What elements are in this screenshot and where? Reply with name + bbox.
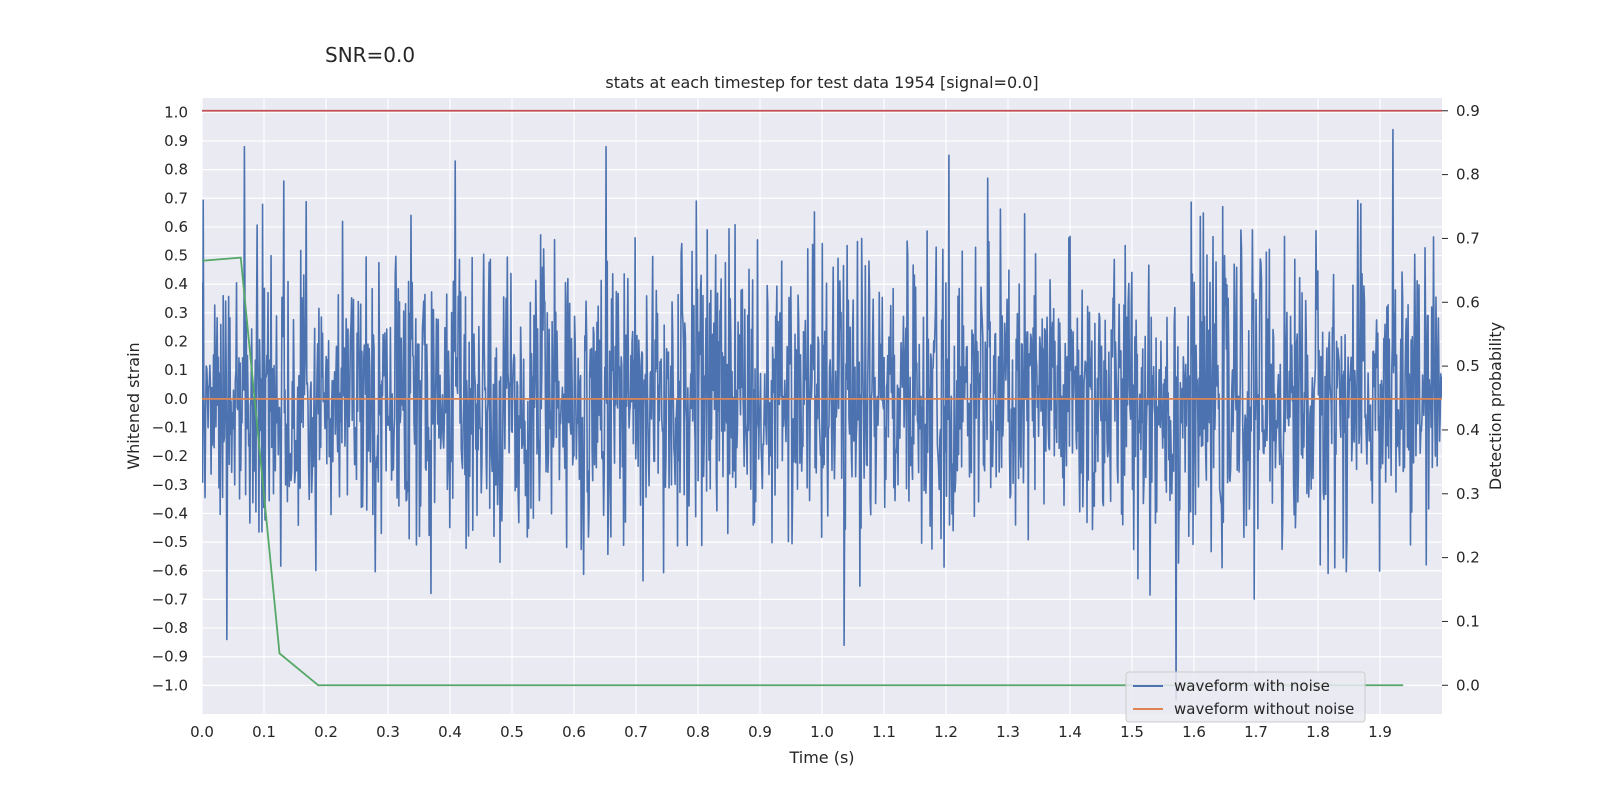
y-tick-label: −0.2 <box>152 447 188 465</box>
y2-tick-label: 0.0 <box>1456 676 1480 694</box>
x-tick-label: 1.7 <box>1244 723 1268 741</box>
x-tick-label: 1.8 <box>1306 723 1330 741</box>
y2-tick-label: 0.7 <box>1456 229 1480 247</box>
x-tick-label: 1.5 <box>1120 723 1144 741</box>
x-tick-label: 0.7 <box>624 723 648 741</box>
y-axis: 1.0 0.9 0.8 0.7 0.6 0.5 0.4 0.3 0.2 0.1 0.0 −0.1 −0.… <box>152 103 188 694</box>
y-tick-label: 0.6 <box>164 218 188 236</box>
legend-box <box>1125 671 1366 723</box>
y-tick-label: −0.5 <box>152 533 188 551</box>
x-tick-label: 1.6 <box>1182 723 1206 741</box>
legend-label-without-noise: waveform without noise <box>1174 700 1354 718</box>
plot-title: stats at each timestep for test data 195… <box>605 73 1038 92</box>
y2-axis: 0.9 0.8 0.7 0.6 0.5 0.4 0.3 0.2 0.1 0.0 <box>1442 102 1480 694</box>
legend-label-with-noise: waveform with noise <box>1174 677 1330 695</box>
y-tick-label: 0.7 <box>164 189 188 207</box>
y-tick-label: 0.2 <box>164 333 188 351</box>
series-detection-probability <box>202 256 1404 687</box>
y-tick-label: 0.1 <box>164 361 188 379</box>
x-tick-label: 0.8 <box>686 723 710 741</box>
x-tick-label: 1.3 <box>996 723 1020 741</box>
y-tick-label: 0.9 <box>164 132 188 150</box>
y2-tick-label: 0.6 <box>1456 293 1480 311</box>
y-tick-label: −0.8 <box>152 619 188 637</box>
x-tick-label: 1.1 <box>872 723 896 741</box>
y2-tick-label: 0.2 <box>1456 549 1480 567</box>
y2-tick-label: 0.1 <box>1456 612 1480 630</box>
y2-tick-label: 0.3 <box>1456 485 1480 503</box>
y-tick-label: 0.8 <box>164 161 188 179</box>
y-tick-label: −0.9 <box>152 648 188 666</box>
legend: waveform with noise waveform without noi… <box>1125 671 1366 723</box>
x-tick-label: 0.5 <box>500 723 524 741</box>
x-tick-label: 0.4 <box>438 723 462 741</box>
y-tick-label: −0.7 <box>152 590 188 608</box>
y-tick-label: −0.3 <box>152 476 188 494</box>
x-tick-label: 0.2 <box>314 723 338 741</box>
y2-tick-label: 0.9 <box>1456 102 1480 120</box>
x-tick-label: 0.1 <box>252 723 276 741</box>
y-tick-label: 0.5 <box>164 247 188 265</box>
x-tick-label: 0.3 <box>376 723 400 741</box>
y2-tick-label: 0.4 <box>1456 421 1480 439</box>
x-tick-label: 0.6 <box>562 723 586 741</box>
y-tick-label: −0.6 <box>152 562 188 580</box>
x-axis-title: Time (s) <box>788 748 854 767</box>
x-tick-label: 0.9 <box>748 723 772 741</box>
x-tick-label: 0.0 <box>190 723 214 741</box>
x-tick-label: 1.4 <box>1058 723 1082 741</box>
y2-tick-label: 0.8 <box>1456 166 1480 184</box>
y2-tick-label: 0.5 <box>1456 357 1480 375</box>
x-tick-label: 1.0 <box>810 723 834 741</box>
y-axis-title: Whitened strain <box>124 342 143 469</box>
y-tick-label: 0.0 <box>164 390 188 408</box>
series-layer <box>202 109 1442 701</box>
y-tick-label: −0.1 <box>152 418 188 436</box>
y-tick-label: −0.4 <box>152 504 188 522</box>
suptitle: SNR=0.0 <box>325 43 415 67</box>
y2-axis-title: Detection probability <box>1486 322 1505 490</box>
x-tick-label: 1.9 <box>1368 723 1392 741</box>
y-tick-label: −1.0 <box>152 676 188 694</box>
series-waveform-with-noise <box>202 128 1442 701</box>
x-tick-label: 1.2 <box>934 723 958 741</box>
y-tick-label: 0.3 <box>164 304 188 322</box>
x-axis: 0.0 0.1 0.2 0.3 0.4 0.5 0.6 0.7 0.8 0.9 1.0 1.1 1.2 1… <box>190 723 1392 741</box>
y-tick-label: 0.4 <box>164 275 188 293</box>
y-tick-label: 1.0 <box>164 103 188 121</box>
